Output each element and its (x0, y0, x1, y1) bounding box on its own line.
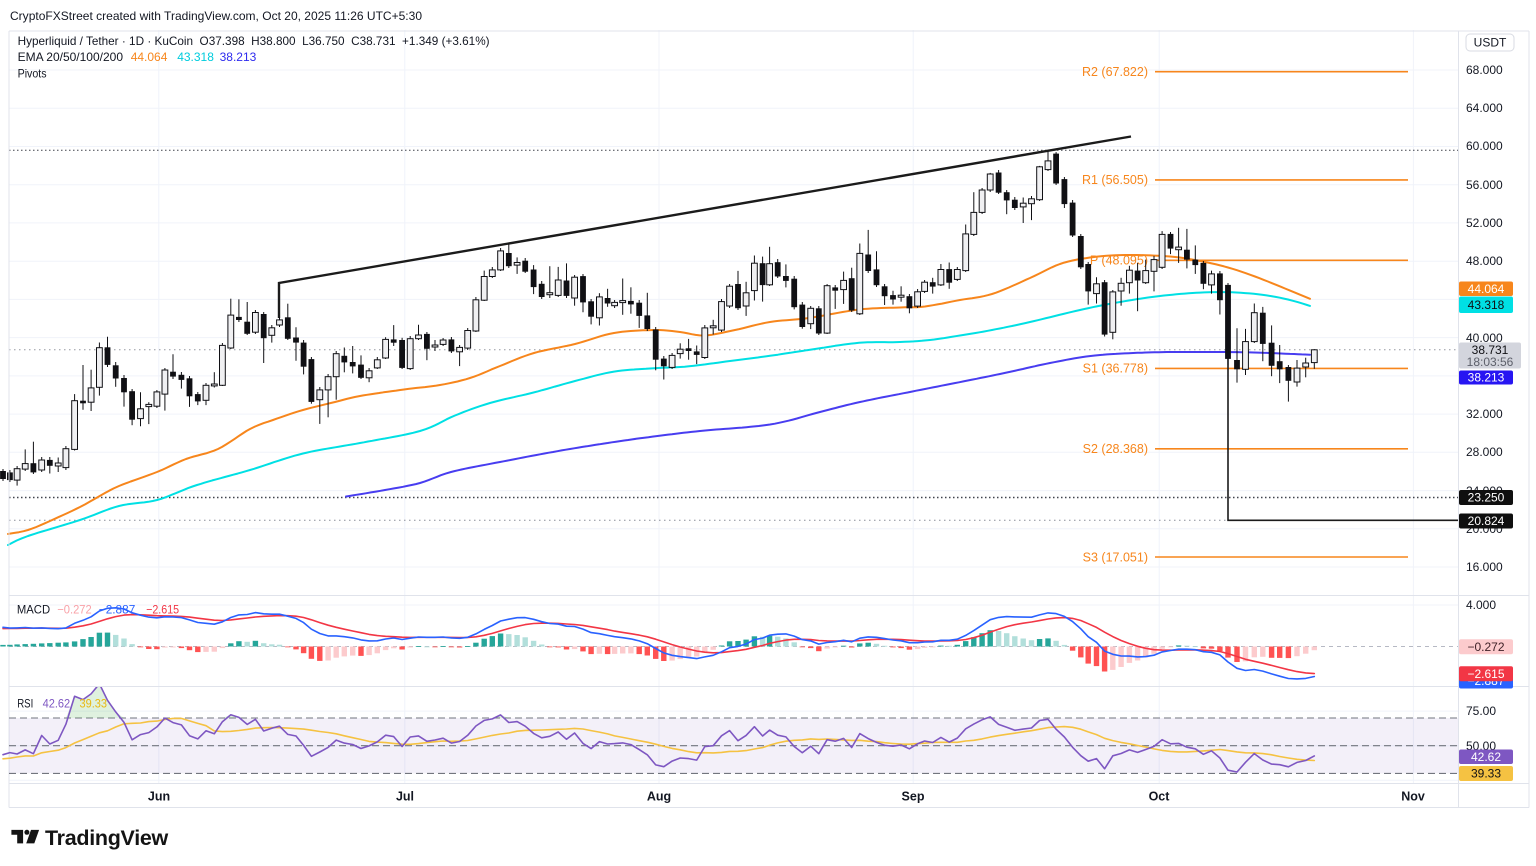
svg-text:48.000: 48.000 (1466, 254, 1503, 268)
svg-text:CryptoFXStreet created with Tr: CryptoFXStreet created with TradingView.… (10, 9, 422, 23)
svg-text:Oct: Oct (1149, 790, 1171, 804)
svg-text:56.000: 56.000 (1466, 178, 1503, 192)
svg-text:32.000: 32.000 (1466, 407, 1503, 421)
svg-text:28.000: 28.000 (1466, 445, 1503, 459)
svg-text:44.064: 44.064 (1468, 282, 1505, 296)
svg-text:−2.887: −2.887 (99, 602, 136, 616)
svg-text:43.318: 43.318 (177, 50, 214, 64)
svg-text:38.213: 38.213 (1468, 371, 1505, 385)
svg-text:Nov: Nov (1401, 790, 1425, 804)
svg-text:Pivots: Pivots (18, 67, 47, 81)
svg-text:TradingView: TradingView (45, 826, 169, 850)
svg-text:23.250: 23.250 (1468, 491, 1505, 505)
svg-text:42.62: 42.62 (43, 696, 71, 710)
svg-text:52.000: 52.000 (1466, 216, 1503, 230)
svg-text:40.000: 40.000 (1466, 331, 1503, 345)
svg-text:38.213: 38.213 (220, 50, 257, 64)
svg-text:18:03:56: 18:03:56 (1467, 355, 1514, 369)
svg-text:39.33: 39.33 (1471, 767, 1501, 781)
svg-text:−2.615: −2.615 (1467, 667, 1504, 681)
svg-text:Sep: Sep (902, 790, 925, 804)
svg-text:R1 (56.505): R1 (56.505) (1082, 173, 1148, 187)
svg-text:4.000: 4.000 (1466, 598, 1496, 612)
svg-text:39.33: 39.33 (80, 696, 108, 710)
svg-text:44.064: 44.064 (131, 50, 168, 64)
svg-text:68.000: 68.000 (1466, 63, 1503, 77)
svg-text:EMA 20/50/100/200: EMA 20/50/100/200 (18, 50, 124, 64)
svg-text:RSI: RSI (17, 696, 33, 710)
svg-text:S1 (36.778): S1 (36.778) (1083, 362, 1148, 376)
svg-text:R2 (67.822): R2 (67.822) (1082, 65, 1148, 79)
svg-text:Jul: Jul (396, 790, 414, 804)
svg-text:USDT: USDT (1474, 36, 1507, 50)
svg-text:S2 (28.368): S2 (28.368) (1083, 442, 1148, 456)
svg-text:60.000: 60.000 (1466, 139, 1503, 153)
svg-text:P (48.095): P (48.095) (1090, 254, 1148, 268)
svg-text:42.62: 42.62 (1471, 750, 1501, 764)
svg-text:Aug: Aug (647, 790, 671, 804)
svg-text:−0.272: −0.272 (57, 602, 92, 616)
svg-text:38.731: 38.731 (1472, 343, 1509, 357)
svg-text:64.000: 64.000 (1466, 101, 1503, 115)
svg-text:43.318: 43.318 (1468, 298, 1505, 312)
svg-text:MACD: MACD (17, 602, 51, 616)
svg-text:75.00: 75.00 (1466, 704, 1496, 718)
svg-text:Hyperliquid / Tether · 1D · Ku: Hyperliquid / Tether · 1D · KuCoin O37.3… (18, 34, 490, 48)
svg-text:20.824: 20.824 (1468, 514, 1505, 528)
svg-text:S3 (17.051): S3 (17.051) (1083, 550, 1148, 564)
svg-text:−2.615: −2.615 (146, 602, 179, 616)
svg-text:−0.272: −0.272 (1467, 640, 1504, 654)
svg-text:16.000: 16.000 (1466, 560, 1503, 574)
svg-text:Jun: Jun (148, 790, 170, 804)
